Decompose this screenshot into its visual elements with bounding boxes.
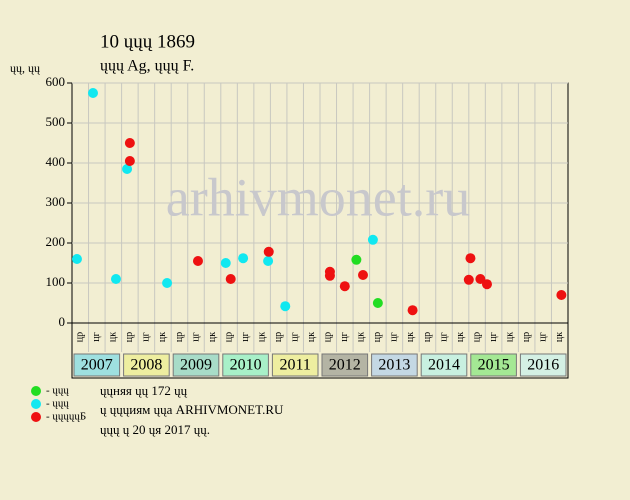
point — [407, 305, 418, 316]
year-box — [123, 353, 170, 377]
subcolumn-label: цр — [422, 332, 433, 342]
year-box — [172, 353, 220, 377]
subcolumn-label: цг — [438, 332, 449, 341]
subcolumn-label: цк — [554, 332, 565, 342]
legend-marker — [31, 412, 41, 422]
point — [372, 298, 383, 308]
subcolumn-label: цг — [289, 332, 300, 341]
point — [225, 274, 236, 284]
subcolumn-label: цр — [124, 332, 135, 342]
point — [556, 290, 567, 300]
legend-label: - ųųų — [46, 398, 69, 410]
point — [351, 254, 362, 265]
point — [324, 270, 335, 281]
y-tick-label: 400 — [46, 154, 66, 169]
subcolumn-label: цр — [75, 332, 86, 342]
subcolumn-label: цк — [455, 332, 466, 342]
axis-box — [71, 322, 569, 379]
subcolumn-label: цк — [405, 332, 416, 342]
year-box — [222, 353, 269, 377]
watermark: arhivmonet.ru — [166, 167, 470, 227]
legend-marker — [31, 399, 41, 409]
point — [339, 281, 350, 292]
point — [192, 256, 203, 266]
subcolumn-label: цр — [521, 332, 532, 342]
y-tick-label: 100 — [46, 274, 66, 289]
subcolumn-label: цк — [306, 332, 317, 342]
year-box — [271, 353, 319, 377]
subcolumn-label: цг — [537, 332, 548, 341]
subcolumn-label: цк — [256, 332, 267, 342]
year-box — [470, 353, 517, 377]
subcolumn-label: цг — [141, 332, 152, 341]
point — [357, 270, 368, 280]
subcolumn-label: цг — [389, 332, 400, 341]
point — [124, 156, 135, 166]
note: ųųų ų 20 ųя 2017 ųų. — [100, 422, 210, 437]
year-box — [519, 353, 567, 377]
legend-label: - ųųųųųБ — [46, 411, 86, 423]
subcolumn-label: цр — [372, 332, 383, 342]
y-tick-label: 500 — [46, 114, 66, 129]
y-tick-label: 200 — [46, 234, 66, 249]
subcolumn-label: цр — [174, 332, 185, 342]
subcolumn-label: цг — [91, 332, 102, 341]
year-box — [371, 353, 418, 377]
year-label: 2012 — [329, 357, 361, 374]
subcolumn-label: цр — [471, 332, 482, 342]
point — [465, 253, 476, 264]
y-tick-label: 600 — [46, 74, 66, 89]
point — [71, 254, 82, 264]
point — [87, 88, 98, 98]
year-box — [420, 353, 468, 377]
chart-subtitle: ųųų Ag, ųųų F. — [100, 58, 194, 75]
subcolumn-label: цг — [339, 332, 350, 341]
y-tick-label: 300 — [46, 194, 66, 209]
point — [463, 274, 474, 285]
subcolumn-label: цк — [504, 332, 515, 342]
point — [263, 256, 274, 266]
point — [122, 164, 133, 174]
year-label: 2014 — [428, 357, 460, 374]
note: ų ųųųиям ųųа ARHIVMONET.RU — [100, 402, 284, 417]
subcolumn-label: цг — [488, 332, 499, 341]
legend-label: - ųųų — [46, 385, 69, 397]
subcolumn-label: цк — [356, 332, 367, 342]
point — [220, 258, 231, 268]
point — [110, 274, 121, 284]
y-tick-label: 0 — [59, 314, 66, 329]
subcolumn-label: цк — [157, 332, 168, 342]
point — [481, 279, 492, 290]
year-label: 2007 — [81, 357, 113, 374]
year-label: 2011 — [279, 357, 310, 374]
subcolumn-label: цр — [223, 332, 234, 342]
year-label: 2016 — [527, 357, 559, 374]
year-label: 2009 — [180, 357, 212, 374]
year-label: 2010 — [230, 357, 262, 374]
legend-marker — [31, 386, 41, 396]
point — [162, 278, 173, 288]
year-box — [321, 353, 369, 377]
note: ųųняя ųų 172 ųų — [100, 383, 188, 398]
point — [124, 138, 135, 148]
subcolumn-label: цк — [108, 332, 119, 342]
subcolumn-label: цр — [323, 332, 334, 342]
chart-title: 10 ųųų 1869 — [100, 31, 195, 52]
point — [367, 234, 378, 245]
subcolumn-label: цр — [273, 332, 284, 342]
year-label: 2008 — [130, 357, 162, 374]
subcolumn-label: цг — [190, 332, 201, 341]
subcolumn-label: цк — [207, 332, 218, 342]
year-label: 2013 — [378, 357, 410, 374]
year-label: 2015 — [478, 357, 510, 374]
y-axis-label: ųų, ųų — [10, 61, 40, 75]
point — [280, 301, 291, 312]
point — [238, 253, 249, 264]
point — [263, 246, 274, 257]
year-box — [73, 353, 121, 377]
subcolumn-label: цг — [240, 332, 251, 341]
